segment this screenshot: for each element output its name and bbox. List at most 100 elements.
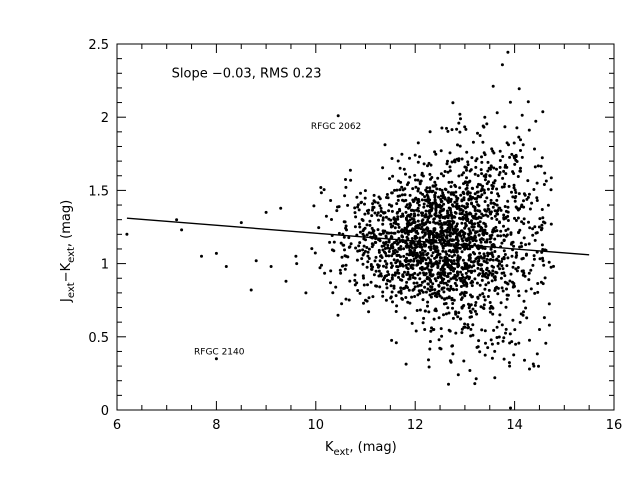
data-point bbox=[493, 376, 497, 380]
data-point bbox=[429, 246, 433, 250]
data-point bbox=[322, 188, 326, 192]
data-point bbox=[518, 207, 522, 211]
data-point bbox=[412, 209, 416, 213]
data-point bbox=[473, 252, 477, 256]
data-point bbox=[433, 288, 437, 292]
data-point bbox=[423, 285, 427, 289]
data-point bbox=[374, 269, 378, 273]
data-point bbox=[458, 246, 462, 250]
data-point bbox=[495, 209, 499, 213]
data-point bbox=[458, 130, 462, 134]
data-point bbox=[428, 130, 432, 134]
data-point bbox=[353, 225, 357, 229]
data-point bbox=[502, 238, 506, 242]
y-axis-label-rest: , (mag) bbox=[59, 200, 74, 247]
data-point bbox=[436, 264, 440, 268]
data-point bbox=[424, 258, 428, 262]
data-point bbox=[433, 194, 437, 198]
data-point bbox=[396, 217, 400, 221]
data-point bbox=[485, 257, 489, 261]
data-point bbox=[398, 166, 402, 170]
data-point bbox=[362, 251, 366, 255]
data-point bbox=[427, 209, 431, 213]
data-point bbox=[441, 265, 444, 269]
data-point bbox=[493, 289, 497, 292]
data-point bbox=[490, 273, 494, 277]
data-point bbox=[405, 256, 408, 260]
data-point bbox=[413, 220, 417, 224]
data-point bbox=[500, 271, 504, 275]
data-point bbox=[547, 323, 551, 327]
data-point bbox=[463, 165, 467, 169]
data-point bbox=[405, 273, 409, 277]
data-point bbox=[487, 166, 491, 170]
data-point bbox=[423, 328, 427, 331]
data-point bbox=[524, 289, 528, 293]
data-point bbox=[538, 217, 542, 221]
data-point bbox=[514, 342, 518, 346]
data-point bbox=[470, 221, 474, 225]
data-point bbox=[486, 254, 490, 258]
data-point bbox=[384, 240, 388, 244]
data-point bbox=[489, 212, 492, 216]
data-point bbox=[446, 201, 450, 204]
data-point bbox=[508, 341, 512, 345]
data-point bbox=[416, 284, 420, 288]
data-point bbox=[384, 215, 388, 219]
data-point bbox=[419, 179, 423, 183]
data-point bbox=[422, 228, 426, 232]
data-point bbox=[492, 227, 496, 231]
data-point bbox=[472, 264, 476, 268]
data-point bbox=[470, 269, 474, 273]
data-point bbox=[427, 268, 431, 272]
data-point bbox=[461, 215, 465, 219]
data-point bbox=[477, 223, 481, 227]
data-point bbox=[421, 298, 425, 302]
data-point bbox=[405, 245, 409, 249]
data-point bbox=[488, 258, 492, 262]
data-point bbox=[480, 278, 484, 282]
data-point bbox=[465, 168, 468, 172]
data-point bbox=[414, 329, 418, 333]
data-point bbox=[427, 310, 431, 314]
data-point bbox=[493, 202, 497, 206]
data-point bbox=[522, 217, 526, 221]
data-point bbox=[372, 199, 376, 203]
data-point bbox=[384, 265, 388, 269]
data-point bbox=[520, 113, 524, 117]
data-point bbox=[377, 195, 381, 199]
data-point bbox=[319, 191, 323, 195]
data-point bbox=[478, 293, 482, 297]
data-point bbox=[464, 291, 468, 295]
data-point bbox=[357, 222, 361, 226]
data-point bbox=[466, 190, 470, 194]
data-point bbox=[439, 327, 443, 331]
data-point bbox=[383, 250, 386, 254]
data-point bbox=[512, 172, 516, 175]
data-point bbox=[490, 305, 494, 309]
data-point bbox=[304, 291, 308, 295]
data-point bbox=[434, 209, 438, 213]
data-point bbox=[342, 235, 346, 239]
data-point bbox=[416, 160, 420, 164]
data-point bbox=[422, 202, 426, 206]
data-point bbox=[444, 312, 448, 316]
data-point bbox=[418, 245, 422, 249]
data-point bbox=[254, 259, 258, 263]
data-point bbox=[474, 165, 478, 169]
data-point bbox=[428, 186, 432, 190]
data-point bbox=[498, 149, 502, 153]
data-point bbox=[460, 306, 464, 310]
data-point bbox=[457, 121, 461, 125]
data-point bbox=[487, 288, 491, 292]
labeled-data-point bbox=[214, 357, 218, 361]
data-point bbox=[489, 198, 493, 202]
data-point bbox=[502, 336, 506, 340]
data-point bbox=[414, 234, 418, 238]
data-point bbox=[542, 183, 546, 186]
data-point bbox=[516, 289, 520, 293]
data-point bbox=[399, 245, 403, 248]
data-point bbox=[493, 214, 497, 218]
data-point bbox=[501, 267, 505, 271]
data-point bbox=[396, 215, 400, 219]
